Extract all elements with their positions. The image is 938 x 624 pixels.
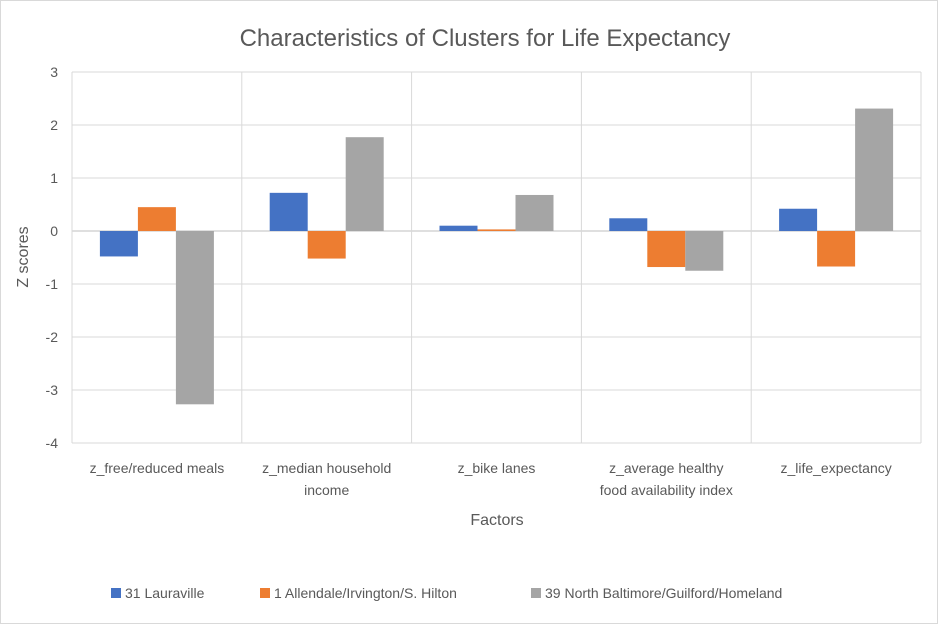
- legend-label: 39 North Baltimore/Guilford/Homeland: [545, 585, 782, 601]
- x-category-label: z_average healthy: [609, 460, 723, 476]
- y-tick-label: 3: [50, 64, 58, 80]
- x-axis-title: Factors: [470, 512, 523, 529]
- y-tick-label: -2: [46, 329, 59, 345]
- y-tick-label: -1: [46, 276, 59, 292]
- y-tick-label: 1: [50, 170, 58, 186]
- bar: [685, 231, 724, 271]
- bar: [779, 208, 818, 231]
- bar: [345, 137, 384, 231]
- legend-label: 1 Allendale/Irvington/S. Hilton: [274, 585, 457, 601]
- chart-title: Characteristics of Clusters for Life Exp…: [240, 25, 731, 52]
- bar: [99, 231, 138, 257]
- bar: [175, 231, 214, 405]
- bar: [609, 218, 648, 231]
- bar: [855, 108, 894, 231]
- legend-label: 31 Lauraville: [125, 585, 205, 601]
- bar: [817, 231, 856, 267]
- bar: [137, 207, 176, 231]
- x-category-label: z_free/reduced meals: [90, 460, 225, 476]
- y-tick-label: 0: [50, 223, 58, 239]
- legend-swatch: [111, 588, 121, 598]
- y-tick-label: 2: [50, 117, 58, 133]
- y-tick-label: -4: [46, 435, 59, 451]
- bar: [477, 229, 516, 231]
- bar: [269, 192, 308, 231]
- x-category-label: z_median household: [262, 460, 391, 476]
- legend-swatch: [531, 588, 541, 598]
- legend: 31 Lauraville 1 Allendale/Irvington/S. Hi…: [111, 585, 782, 601]
- y-axis-ticks: 3 2 1 0 -1 -2 -3 -4: [46, 64, 59, 451]
- x-category-label: food availability index: [600, 482, 733, 498]
- x-axis-labels: z_free/reduced meals z_median household in…: [90, 460, 892, 498]
- x-category-label: z_life_expectancy: [780, 460, 891, 476]
- bars: [99, 108, 894, 405]
- y-tick-label: -3: [46, 382, 59, 398]
- bar: [307, 231, 346, 259]
- legend-swatch: [260, 588, 270, 598]
- y-axis-title: Z scores: [15, 226, 32, 287]
- bar: [439, 225, 478, 231]
- bar: [647, 231, 686, 268]
- bar: [515, 194, 554, 231]
- x-category-label: income: [304, 482, 349, 498]
- x-category-label: z_bike lanes: [458, 460, 536, 476]
